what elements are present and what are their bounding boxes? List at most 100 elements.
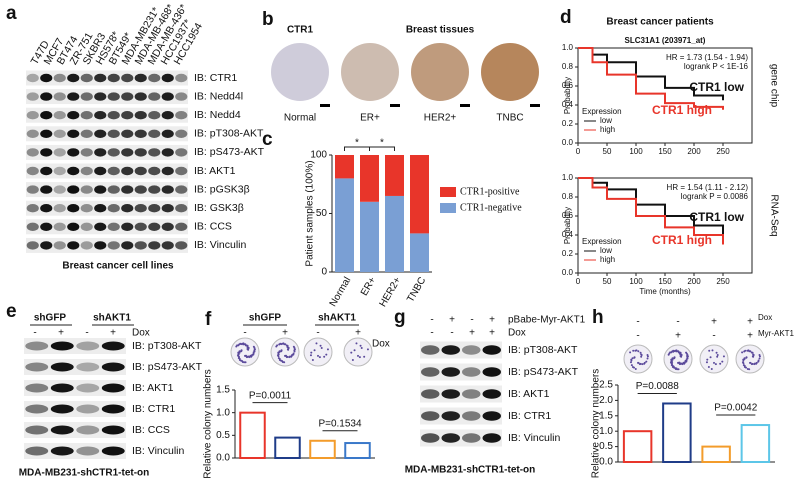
colony: [275, 345, 278, 348]
blot-band: [26, 73, 39, 83]
x-tick-label: 50: [603, 147, 612, 156]
colony: [639, 351, 642, 354]
colony: [745, 356, 748, 359]
blot-band: [50, 341, 74, 351]
blot-band: [50, 383, 74, 393]
blot-label: IB: AKT1: [508, 388, 550, 400]
blot-band: [161, 111, 174, 120]
colony: [709, 356, 712, 359]
sig-bracket: [369, 146, 395, 151]
colony: [755, 361, 758, 364]
blot-band: [134, 241, 147, 250]
legend-title: Expression: [582, 237, 622, 246]
y-tick-label: 0.5: [599, 441, 613, 452]
colony: [318, 356, 321, 359]
y-tick-label: 0.6: [562, 211, 574, 220]
blot-band: [67, 148, 80, 157]
blot-band: [67, 204, 80, 213]
colony: [708, 349, 711, 352]
row-label: Dox: [508, 328, 526, 339]
blot-band: [107, 73, 120, 83]
blot-band: [53, 166, 66, 176]
y-tick-label: 0.4: [562, 230, 574, 239]
colony: [677, 368, 680, 371]
colony: [286, 346, 289, 349]
y-tick-label: 0.0: [562, 268, 574, 277]
x-tick-label: 150: [658, 147, 672, 156]
y-tick-label: 0.2: [562, 119, 574, 128]
blot-band: [462, 367, 481, 377]
scale-bar: [530, 104, 540, 107]
blot-band: [50, 362, 74, 372]
blot-strip: [26, 163, 188, 179]
blot-band: [80, 185, 93, 194]
tissue-label: HER2+: [424, 113, 457, 124]
colony: [325, 353, 328, 356]
blot-band: [107, 185, 120, 194]
sign: +: [675, 331, 681, 342]
blot-band: [161, 92, 174, 101]
blot-band: [148, 222, 161, 231]
blot-band: [462, 433, 481, 443]
y-tick-label: 2.0: [599, 395, 613, 406]
blot-band: [107, 204, 120, 213]
blot-strip: [420, 429, 502, 447]
plot-title: SLC31A1 (203971_at): [625, 36, 706, 45]
blot-label: IB: Vinculin: [508, 432, 560, 444]
panel-label: h: [592, 307, 604, 328]
blot-band: [80, 166, 93, 176]
annotation: logrank P = 0.0086: [681, 192, 749, 201]
sign: -: [676, 317, 679, 328]
annotation: CTR1 high: [652, 103, 712, 117]
blot-band: [26, 222, 39, 231]
blot-band: [94, 111, 107, 120]
blot-strip: [26, 107, 188, 123]
x-tick-label: 50: [603, 277, 612, 286]
tissue-label: ER+: [360, 113, 380, 124]
colony: [253, 349, 256, 352]
x-tick-label: 0: [576, 277, 581, 286]
blot-band: [94, 204, 107, 213]
blot-label: IB: Nedd4l: [194, 90, 243, 102]
blot-band: [107, 92, 120, 101]
tissue-core: [481, 43, 539, 101]
legend-label: low: [600, 246, 612, 255]
blot-strip: [420, 407, 502, 425]
blot-band: [175, 185, 188, 194]
blot-band: [80, 241, 93, 250]
blot-band: [101, 425, 125, 435]
y-tick-label: 0.0: [216, 453, 230, 464]
blot-band: [76, 383, 100, 393]
x-tick-label: 0: [576, 147, 581, 156]
blot-band: [421, 389, 440, 399]
sign: -: [712, 331, 715, 342]
blot-band: [421, 411, 440, 421]
blot-band: [40, 166, 53, 176]
blot-band: [121, 222, 134, 231]
tissue-core: [341, 43, 399, 101]
x-tick-label: 250: [716, 147, 730, 156]
blot-strip: [26, 200, 188, 216]
x-tick-label: 200: [687, 277, 701, 286]
scale-bar: [460, 104, 470, 107]
colony: [675, 367, 678, 370]
y-axis-label: Probability: [563, 207, 572, 244]
colony: [277, 355, 280, 358]
colony: [711, 349, 714, 352]
y-tick-label: 0.5: [216, 430, 230, 441]
blot-band: [482, 345, 501, 355]
colony: [634, 349, 637, 352]
colony: [640, 355, 643, 358]
colony: [646, 354, 649, 357]
colony: [706, 358, 709, 361]
colony: [277, 353, 280, 356]
colony: [639, 362, 642, 365]
blot-band: [148, 241, 161, 250]
sign: +: [489, 328, 495, 339]
blot-label: IB: pS473-AKT: [194, 146, 265, 158]
annotation: *: [355, 138, 359, 149]
colony: [357, 354, 359, 357]
bar-segment: [360, 201, 379, 272]
blot-band: [121, 166, 134, 176]
